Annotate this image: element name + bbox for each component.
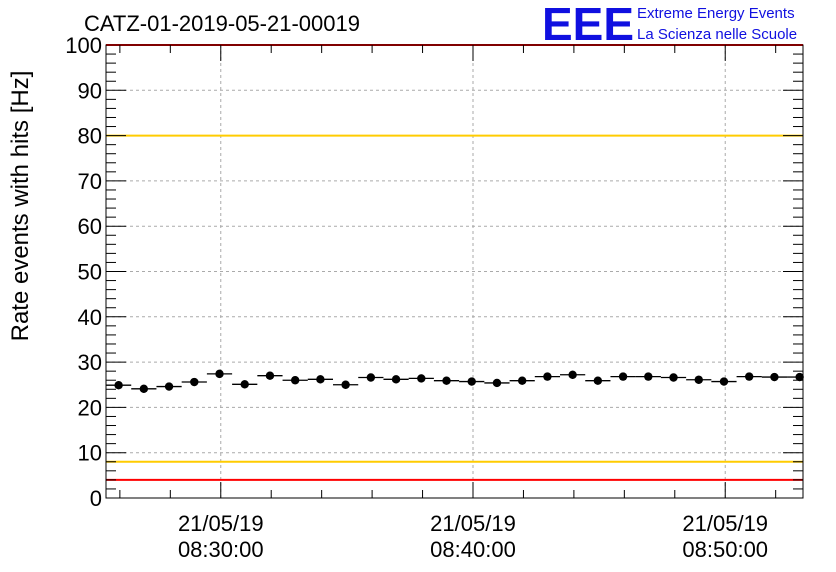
logo-line-2: La Scienza nelle Scuole	[637, 26, 797, 43]
data-point-marker	[618, 372, 628, 381]
y-tick-label: 40	[78, 305, 102, 330]
y-axis-title: Rate events with hits [Hz]	[7, 71, 34, 342]
data-point-marker	[744, 372, 754, 381]
data-point	[610, 372, 636, 381]
logo-line-1: Extreme Energy Events	[637, 5, 795, 22]
data-point-marker	[543, 372, 552, 381]
data-point-marker	[517, 376, 527, 385]
y-tick-label: 70	[78, 169, 102, 194]
y-tick-label: 20	[78, 395, 102, 420]
x-tick-label-date: 21/05/19	[178, 511, 264, 536]
data-point	[257, 371, 283, 380]
data-point-marker	[644, 372, 653, 381]
data-point-marker	[366, 373, 376, 382]
data-point	[484, 378, 510, 388]
data-point	[131, 384, 157, 394]
data-point-marker	[795, 372, 804, 382]
x-tick-labels: 21/05/1908:30:0021/05/1908:40:0021/05/19…	[178, 511, 768, 562]
data-point	[282, 376, 308, 385]
y-tick-label: 30	[78, 350, 102, 375]
data-point	[711, 377, 737, 386]
data-point-marker	[190, 377, 199, 387]
data-point-marker	[215, 369, 224, 379]
data-point-marker	[770, 372, 779, 382]
y-tick-label: 90	[78, 78, 102, 103]
x-tick-label-time: 08:50:00	[682, 537, 768, 562]
data-point-marker	[164, 382, 174, 391]
data-point	[736, 372, 762, 381]
data-point-marker	[467, 377, 476, 386]
data-point	[686, 375, 712, 384]
data-point-marker	[492, 378, 502, 388]
data-point	[333, 380, 359, 389]
data-point	[358, 373, 384, 382]
data-point	[509, 376, 535, 385]
data-point-marker	[568, 370, 577, 379]
data-point-marker	[694, 375, 703, 384]
logo-mark: EEE	[542, 0, 634, 50]
y-tick-label: 60	[78, 214, 102, 239]
x-tick-label-time: 08:30:00	[178, 537, 264, 562]
data-point	[787, 372, 804, 382]
data-point	[534, 372, 561, 381]
data-point	[761, 372, 788, 382]
data-point-marker	[240, 380, 249, 389]
data-point	[383, 375, 409, 384]
y-tick-labels: 0 10 20 30 40 50 60 70 80 90 100	[65, 33, 102, 511]
data-point-marker	[417, 374, 426, 383]
data-point	[408, 374, 434, 383]
data-point	[560, 370, 586, 379]
data-point	[635, 372, 661, 381]
data-point	[459, 377, 485, 386]
data-point-marker	[316, 375, 325, 384]
data-point	[106, 381, 132, 390]
y-tick-label: 10	[78, 441, 102, 466]
x-tick-label-time: 08:40:00	[430, 537, 516, 562]
chart-title: CATZ-01-2019-05-21-00019	[84, 11, 360, 36]
data-point	[206, 369, 233, 379]
data-points	[106, 369, 804, 394]
data-point	[307, 375, 334, 384]
data-point-marker	[442, 376, 451, 385]
x-tick-label-date: 21/05/19	[682, 511, 768, 536]
y-tick-label: 0	[90, 486, 102, 511]
data-point-marker	[341, 380, 350, 389]
data-point	[660, 373, 687, 382]
data-point-marker	[719, 377, 729, 386]
data-point-marker	[391, 375, 401, 384]
data-point-marker	[139, 384, 149, 394]
data-point-marker	[290, 376, 300, 385]
eee-logo: EEE Extreme Energy Events La Scienza nel…	[542, 0, 797, 50]
data-point-marker	[593, 376, 603, 385]
data-point	[433, 376, 460, 385]
data-point	[181, 377, 207, 387]
data-point-marker	[114, 381, 123, 390]
data-point	[232, 380, 258, 389]
data-point-marker	[669, 373, 678, 382]
data-point	[156, 382, 182, 391]
x-tick-label-date: 21/05/19	[430, 511, 516, 536]
data-point	[585, 376, 611, 385]
y-tick-label: 80	[78, 124, 102, 149]
y-tick-label: 100	[65, 33, 102, 58]
y-tick-label: 50	[78, 260, 102, 285]
axes	[105, 44, 804, 499]
data-point-marker	[265, 371, 275, 380]
